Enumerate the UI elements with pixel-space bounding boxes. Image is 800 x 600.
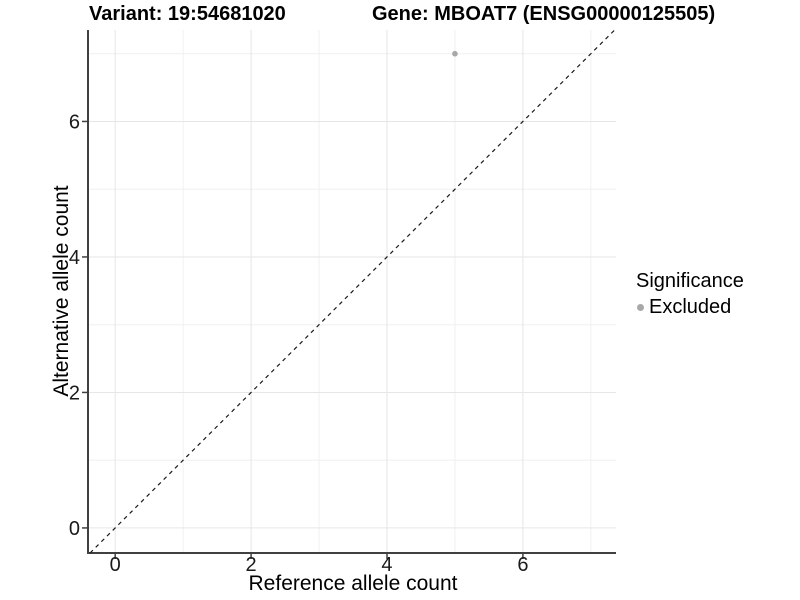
legend-items: Excluded xyxy=(636,296,744,319)
x-tick-label: 6 xyxy=(517,554,528,576)
y-axis-title: Alternative allele count xyxy=(50,185,73,397)
legend: Significance Excluded xyxy=(636,270,744,319)
legend-item-label: Excluded xyxy=(649,296,732,318)
data-point-excluded xyxy=(452,50,458,57)
x-axis-title: Reference allele count xyxy=(248,572,458,595)
plot-title-gene: Gene: MBOAT7 (ENSG00000125505) xyxy=(372,3,716,25)
plot-title-variant: Variant: 19:54681020 xyxy=(89,3,286,25)
x-tick-label: 2 xyxy=(246,554,257,576)
legend-title: Significance xyxy=(636,270,744,292)
y-tick-label: 4 xyxy=(69,247,80,269)
y-tick-label: 0 xyxy=(69,518,80,540)
legend-item: Excluded xyxy=(636,296,744,319)
y-tick-label: 2 xyxy=(69,382,80,404)
legend-key-dot-icon xyxy=(637,304,644,311)
y-tick-label: 6 xyxy=(69,111,80,133)
identity-dashed-line xyxy=(89,29,616,554)
x-tick-label: 4 xyxy=(381,554,392,576)
x-tick-label: 0 xyxy=(110,554,121,576)
